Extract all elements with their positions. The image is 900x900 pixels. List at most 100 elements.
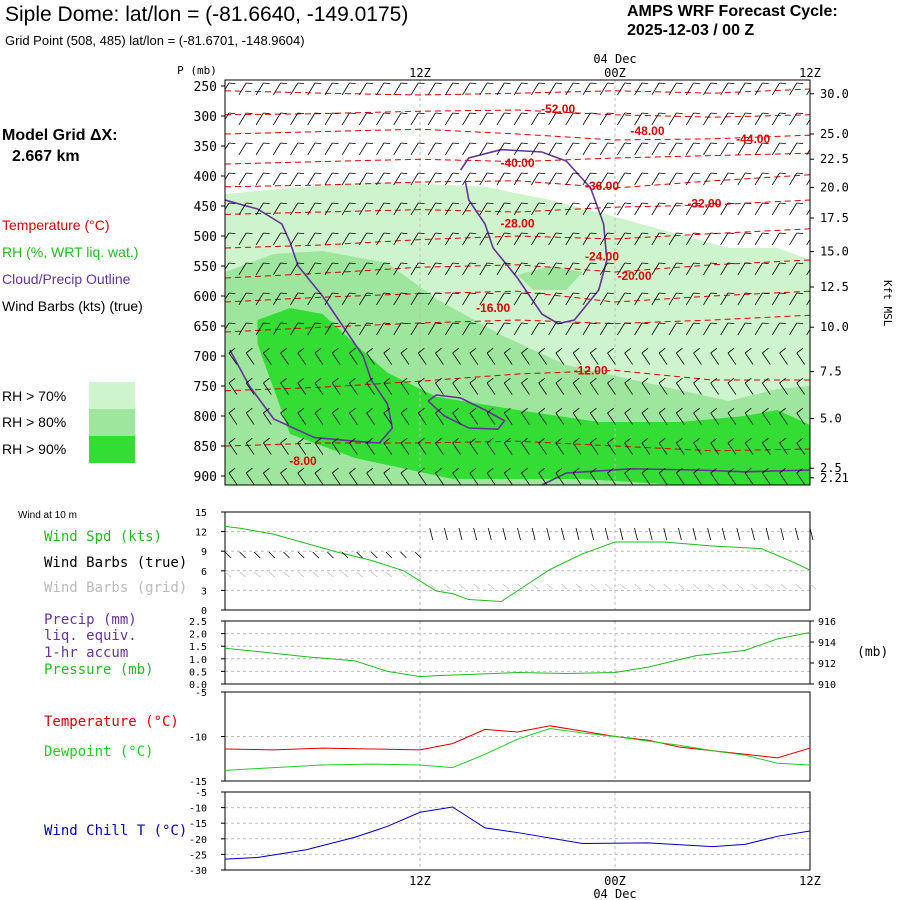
wind-barb-shaft [789, 262, 798, 276]
surface-wind-barb-true [692, 527, 697, 541]
wind-barb-shaft [582, 202, 591, 216]
wind-barb-shaft [548, 292, 557, 306]
wind-barb-flag [762, 322, 769, 325]
surface-wind-barb-true [517, 527, 521, 541]
wind-barb-flag [469, 377, 477, 384]
wind-barb-flag [263, 377, 270, 384]
wind-barb-shaft [617, 82, 626, 96]
wind-barb-flag [366, 437, 374, 444]
surface-wind-barb-grid [546, 583, 554, 590]
wind-barb-flag [263, 322, 270, 325]
wind-barb-shaft [582, 142, 591, 156]
wind-barb-flag [641, 112, 649, 115]
wind-barb-shaft [617, 232, 626, 246]
temperature-label-6: -28.00 [500, 216, 534, 230]
g-precip-frame [224, 620, 811, 685]
wind-barb-shaft [589, 472, 599, 485]
surface-wind-barb-grid [648, 583, 656, 590]
wind-barb-flag [228, 112, 236, 115]
wind-barb-shaft [513, 322, 522, 336]
wind-barb-flag [228, 172, 236, 175]
surface-wind-barb-true [765, 527, 770, 541]
precip-pressure-panel: 0.0 0.51.0 1.52.0 2.5 910 912 914 916 (mb) [189, 617, 888, 691]
wind-barb-shaft [754, 82, 763, 96]
wind-barb-flag [590, 292, 597, 295]
wind-barb-shaft [255, 112, 264, 126]
date-label-bottom: 04 Dec [593, 887, 636, 900]
wind-barb-shaft [531, 322, 540, 336]
wind-barb-shaft [685, 322, 694, 336]
wind-barb-shaft [307, 322, 316, 336]
wind-barb-flag [727, 437, 735, 444]
wind-barb-shaft [290, 262, 299, 276]
surface-wind-barb-true [283, 551, 290, 559]
g-wind-frame [224, 511, 811, 611]
wind-barb-flag [280, 377, 287, 384]
wind-barb-flag [555, 202, 563, 205]
wind-barb-shaft [762, 382, 771, 395]
wind-barb-shaft [789, 292, 798, 306]
height-tick-label: 25.0 [820, 127, 849, 141]
surface-wind-barb-grid [678, 583, 685, 590]
wind-barb-flag [487, 292, 494, 295]
legend-swatch-rh90 [89, 436, 135, 463]
g-wind-tick-label: 6 [201, 567, 207, 578]
wind-barb-flag [796, 262, 804, 265]
wind-barb-shaft [693, 412, 702, 425]
wind-barb-shaft [796, 412, 806, 425]
wind-barb-shaft [400, 412, 410, 425]
wind-barb-shaft [599, 112, 608, 126]
wind-barb-flag [332, 172, 339, 175]
wind-barb-shaft [272, 292, 281, 306]
wind-barb-shaft [383, 352, 393, 365]
wind-barb-flag [401, 112, 408, 115]
cloud-outline-0 [225, 199, 394, 444]
rh80-region-1 [517, 266, 583, 290]
wind-barb-flag [710, 322, 718, 325]
wind-barb-shaft [314, 412, 324, 425]
wind-barb-flag [641, 172, 649, 175]
legend-temperature: Temperature (°C) [2, 217, 110, 233]
wind-barb-flag [349, 292, 356, 295]
wind-barb-shaft [486, 352, 496, 365]
wind-barb-flag [469, 112, 477, 115]
wind-barb-shaft [641, 472, 651, 485]
wind-barb-flag [469, 262, 477, 265]
wind-barb-flag [607, 292, 614, 295]
wind-barb-shaft [779, 472, 788, 485]
surface-wind-barb-grid [327, 571, 334, 578]
wind-barb-shaft [548, 142, 557, 156]
wind-barb-shaft [376, 232, 385, 246]
g-precip-tick-label: 0.0 [189, 680, 207, 691]
surface-wind-barb-true [604, 527, 609, 541]
wind-barb-shaft [341, 142, 350, 156]
wind-barb-shaft [555, 382, 565, 395]
wind-barb-flag [487, 82, 494, 85]
wind-barb-shaft [452, 382, 461, 395]
wind-barb-flag [383, 292, 391, 295]
wind-barb-flag [401, 172, 408, 175]
wind-barb-shaft [400, 352, 410, 365]
wind-barb-shaft [531, 172, 540, 186]
wind-barb-flag [504, 347, 511, 354]
wind-barb-flag [745, 82, 752, 85]
wind-barb-flag [263, 232, 270, 235]
wind-chill-series [224, 806, 811, 860]
legend-rh80: RH > 80% [2, 414, 67, 430]
surface-wind-barb-grid [370, 571, 378, 578]
time-tick-top: 12Z [799, 66, 821, 80]
surface-wind-barb-true [400, 551, 407, 559]
wind-barb-shaft [255, 262, 264, 276]
wind-barb-shaft [280, 412, 289, 425]
surface-wind-barb-grid [721, 583, 729, 590]
wind-barb-flag [435, 262, 442, 265]
wind-barb-flag [521, 82, 528, 85]
wind-barb-flag [590, 82, 597, 85]
wind-barb-shaft [272, 202, 281, 216]
wind-barb-flag [710, 407, 718, 414]
surface-wind-barb-grid [663, 583, 671, 590]
wind-barb-flag [383, 262, 391, 265]
wind-barb-flag [762, 407, 769, 414]
wind-barb-flag [727, 262, 735, 265]
wind-barb-flag [435, 377, 442, 384]
